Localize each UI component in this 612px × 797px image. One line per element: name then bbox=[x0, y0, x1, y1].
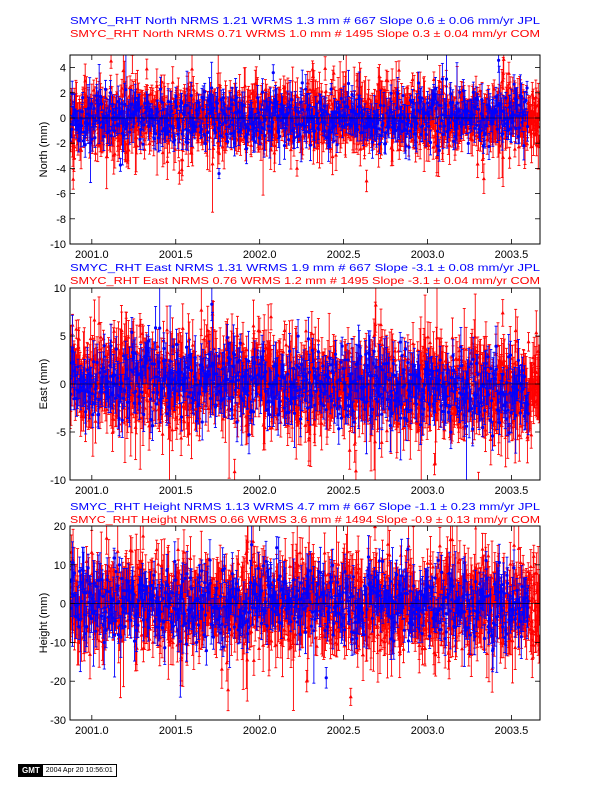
panel-1: SMYC_RHT North NRMS 1.21 WRMS 1.3 mm # 6… bbox=[38, 15, 542, 261]
data-point bbox=[159, 79, 163, 83]
data-point bbox=[211, 146, 215, 150]
data-point bbox=[306, 81, 310, 85]
data-point bbox=[397, 68, 401, 72]
data-point bbox=[334, 153, 338, 157]
data-point bbox=[211, 162, 215, 166]
data-point bbox=[171, 80, 175, 84]
data-point bbox=[311, 67, 315, 71]
data-point bbox=[324, 89, 328, 93]
data-point bbox=[323, 66, 327, 70]
data-point bbox=[355, 78, 359, 82]
data-point bbox=[191, 87, 195, 91]
data-point bbox=[243, 84, 247, 88]
data-point bbox=[249, 143, 253, 147]
data-point bbox=[165, 159, 169, 163]
data-point bbox=[365, 179, 369, 183]
data-point bbox=[190, 67, 194, 71]
data-point bbox=[94, 151, 98, 155]
data-point bbox=[109, 59, 113, 63]
legend-entry-com: SMYC_RHT North NRMS 0.71 WRMS 1.0 mm # 1… bbox=[70, 28, 540, 40]
legend-entry-jpl: SMYC_RHT North NRMS 1.21 WRMS 1.3 mm # 6… bbox=[70, 15, 540, 27]
data-point bbox=[145, 67, 149, 71]
data-point bbox=[71, 177, 75, 181]
data-point bbox=[311, 74, 315, 78]
data-point bbox=[180, 168, 184, 172]
data-point bbox=[332, 71, 336, 75]
data-point bbox=[295, 166, 299, 170]
